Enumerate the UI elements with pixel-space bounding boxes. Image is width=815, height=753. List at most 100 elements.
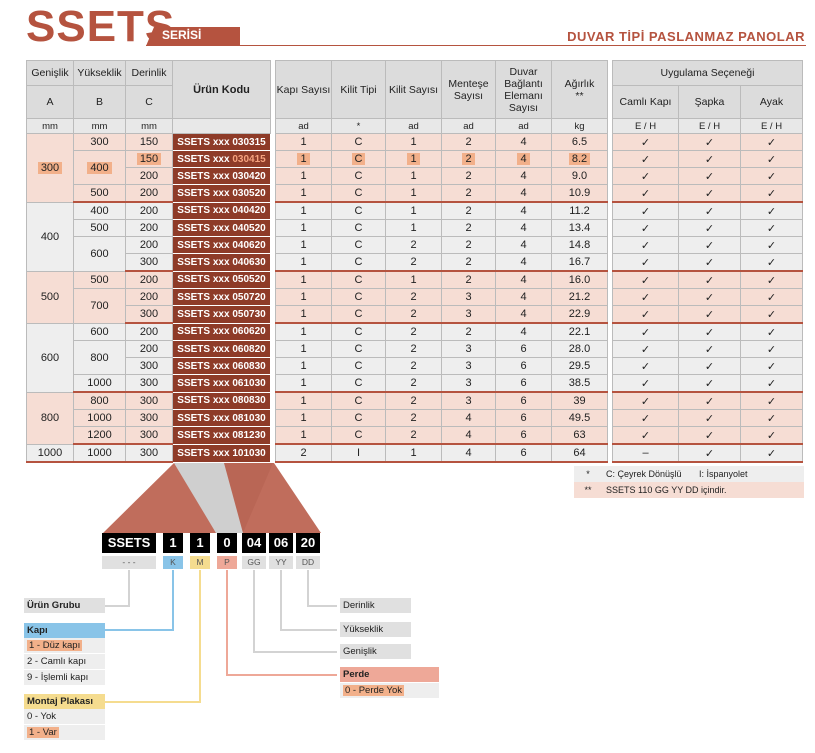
cell-depth: 300 bbox=[125, 374, 173, 393]
col-header-lock-type: Kilit Tipi bbox=[331, 60, 386, 119]
code-part-curtain: 0 bbox=[217, 533, 237, 553]
cell-lc: 2 bbox=[385, 409, 442, 427]
col-header-glass-door: Camlı Kapı bbox=[612, 85, 679, 119]
cell-depth: 200 bbox=[125, 288, 173, 306]
cell-depth: 200 bbox=[125, 201, 173, 220]
col-header-a: A bbox=[26, 85, 74, 119]
code-part-width: 04 bbox=[242, 533, 266, 553]
cell-lock: C bbox=[331, 374, 386, 393]
connector-width bbox=[253, 570, 337, 653]
code-highlight: 030415 bbox=[232, 153, 266, 165]
cell-hat: ✓ bbox=[678, 426, 741, 445]
table-row: 500 500 200 SSETS xxx 050520 1 C 1 2 4 16.0 ✓ ✓ ✓ bbox=[26, 270, 803, 324]
cell-lc: 2 bbox=[385, 340, 442, 358]
cell-hinge: 2 bbox=[441, 236, 496, 254]
cell-hat: ✓ bbox=[678, 184, 741, 203]
table-row: 200 SSETS xxx 030420 1 C 1 2 4 9.0 ✓ ✓ ✓ bbox=[27, 167, 803, 185]
cell-lc: 2 bbox=[385, 288, 442, 306]
col-header-lock-count: Kilit Sayısı bbox=[385, 60, 442, 119]
cell-door: 1 bbox=[275, 150, 332, 168]
cell-foot: ✓ bbox=[740, 184, 803, 203]
cell-lc: 1 bbox=[385, 133, 442, 151]
cell-hat: ✓ bbox=[678, 133, 741, 151]
cell-height: 800 bbox=[73, 340, 126, 375]
cell-hat: ✓ bbox=[678, 322, 741, 341]
cell-product-code: SSETS xxx 030420 bbox=[172, 167, 271, 185]
cell-glass-door: ✓ bbox=[612, 305, 679, 324]
cell-lock: C bbox=[331, 219, 386, 237]
cell-lc: 2 bbox=[385, 236, 442, 254]
cell-hinge: 2 bbox=[441, 167, 496, 185]
table-row: 600 200 SSETS xxx 040620 1 C 2 2 4 14.8 ✓ ✓ ✓ bbox=[27, 236, 803, 272]
cell-door: 1 bbox=[275, 133, 332, 151]
cell-product-code: SSETS xxx 081030 bbox=[172, 409, 271, 427]
cell-wall: 6 bbox=[495, 340, 552, 358]
cell-kg: 8.2 bbox=[551, 150, 608, 168]
cell-kg: 13.4 bbox=[551, 219, 608, 237]
cell-lc: 2 bbox=[385, 426, 442, 445]
col-header-b: B bbox=[73, 85, 126, 119]
cell-depth: 200 bbox=[125, 270, 173, 289]
col-header-c: C bbox=[125, 85, 173, 119]
cell-height: 500 bbox=[73, 184, 126, 203]
cell-door: 1 bbox=[275, 184, 332, 203]
cell-depth: 300 bbox=[125, 357, 173, 375]
legend-plate-item: 1 - Var bbox=[24, 725, 105, 740]
product-table: Genişlik Yükseklik Derinlik Ürün Kodu Ka… bbox=[26, 60, 803, 463]
cell-product-code: SSETS xxx 040620 bbox=[172, 236, 271, 254]
cell-lc: 2 bbox=[385, 305, 442, 324]
cell-glass-door: ✓ bbox=[612, 374, 679, 393]
legend-curtain-title: Perde bbox=[340, 667, 439, 682]
cell-glass-door: ✓ bbox=[612, 184, 679, 203]
col-header-height: Yükseklik bbox=[73, 60, 126, 86]
table-row: 300 SSETS xxx 040630 1 C 2 2 4 16.7 ✓ ✓ ✓ bbox=[27, 253, 803, 272]
cell-lc: 1 bbox=[385, 443, 442, 463]
cell-hat: ✓ bbox=[678, 167, 741, 185]
cell-lock: C bbox=[331, 184, 386, 203]
cell-glass-door: – bbox=[612, 443, 679, 463]
cell-lock: C bbox=[331, 167, 386, 185]
cell-height: 400 bbox=[73, 150, 126, 185]
cell-lock: C bbox=[331, 133, 386, 151]
code-label-width: GG bbox=[242, 556, 266, 569]
cell-hinge: 2 bbox=[441, 270, 496, 289]
cell-hinge: 2 bbox=[441, 253, 496, 272]
cell-wall: 4 bbox=[495, 253, 552, 272]
cell-hat: ✓ bbox=[678, 270, 741, 289]
legend-width: Genişlik bbox=[340, 644, 411, 659]
cell-kg: 10.9 bbox=[551, 184, 608, 203]
cell-wall: 4 bbox=[495, 270, 552, 289]
col-header-foot: Ayak bbox=[740, 85, 803, 119]
connector-product-group bbox=[104, 570, 130, 607]
legend-plate-item: 0 - Yok bbox=[24, 709, 105, 724]
cell-hinge: 3 bbox=[441, 288, 496, 306]
legend-door-item: 2 - Camlı kapı bbox=[24, 654, 105, 669]
col-header-hinge-count: Menteşe Sayısı bbox=[441, 60, 496, 119]
cell-lc: 1 bbox=[385, 184, 442, 203]
cell-kg: 9.0 bbox=[551, 167, 608, 185]
table-row: 400 150 SSETS xxx 030415 1 C 1 2 4 8.2 ✓ ✓ ✓ bbox=[27, 150, 803, 185]
cell-height: 1200 bbox=[73, 426, 126, 445]
cell-product-code: SSETS xxx 040520 bbox=[172, 219, 271, 237]
footnote-mark: ** bbox=[574, 482, 602, 498]
cell-wall: 6 bbox=[495, 357, 552, 375]
cell-hinge: 4 bbox=[441, 426, 496, 445]
table-row: 1000 1000 300 SSETS xxx 101030 2 I 1 4 6 64– ✓ ✓ bbox=[26, 443, 803, 463]
cell-door: 1 bbox=[275, 236, 332, 254]
header-divider bbox=[146, 45, 806, 46]
cell-product-code: SSETS xxx 101030 bbox=[172, 443, 271, 463]
table-row: 800 200 SSETS xxx 060820 1 C 2 3 6 28.0 ✓ ✓ ✓ bbox=[27, 340, 803, 375]
table-row: 400 400 200 SSETS xxx 040420 1 C 1 2 4 11.2 ✓ ✓ ✓ bbox=[26, 201, 803, 272]
cell-lc: 1 bbox=[385, 219, 442, 237]
table-row: 700 200 SSETS xxx 050720 1 C 2 3 4 21.2 ✓ ✓ ✓ bbox=[27, 288, 803, 324]
footnotes: * C: Çeyrek Dönüşlü I: İspanyolet ** SSE… bbox=[574, 466, 804, 498]
cell-glass-door: ✓ bbox=[612, 167, 679, 185]
cell-foot: ✓ bbox=[740, 426, 803, 445]
table-row: 300 SSETS xxx 060830 1 C 2 3 6 29.5 ✓ ✓ ✓ bbox=[27, 357, 803, 375]
cell-lock: C bbox=[331, 305, 386, 324]
cell-glass-door: ✓ bbox=[612, 219, 679, 237]
code-part-plate: 1 bbox=[190, 533, 210, 553]
code-label-door: K bbox=[163, 556, 183, 569]
code-prefix: SSETS xxx bbox=[177, 153, 233, 165]
col-header-door-count: Kapı Sayısı bbox=[275, 60, 332, 119]
